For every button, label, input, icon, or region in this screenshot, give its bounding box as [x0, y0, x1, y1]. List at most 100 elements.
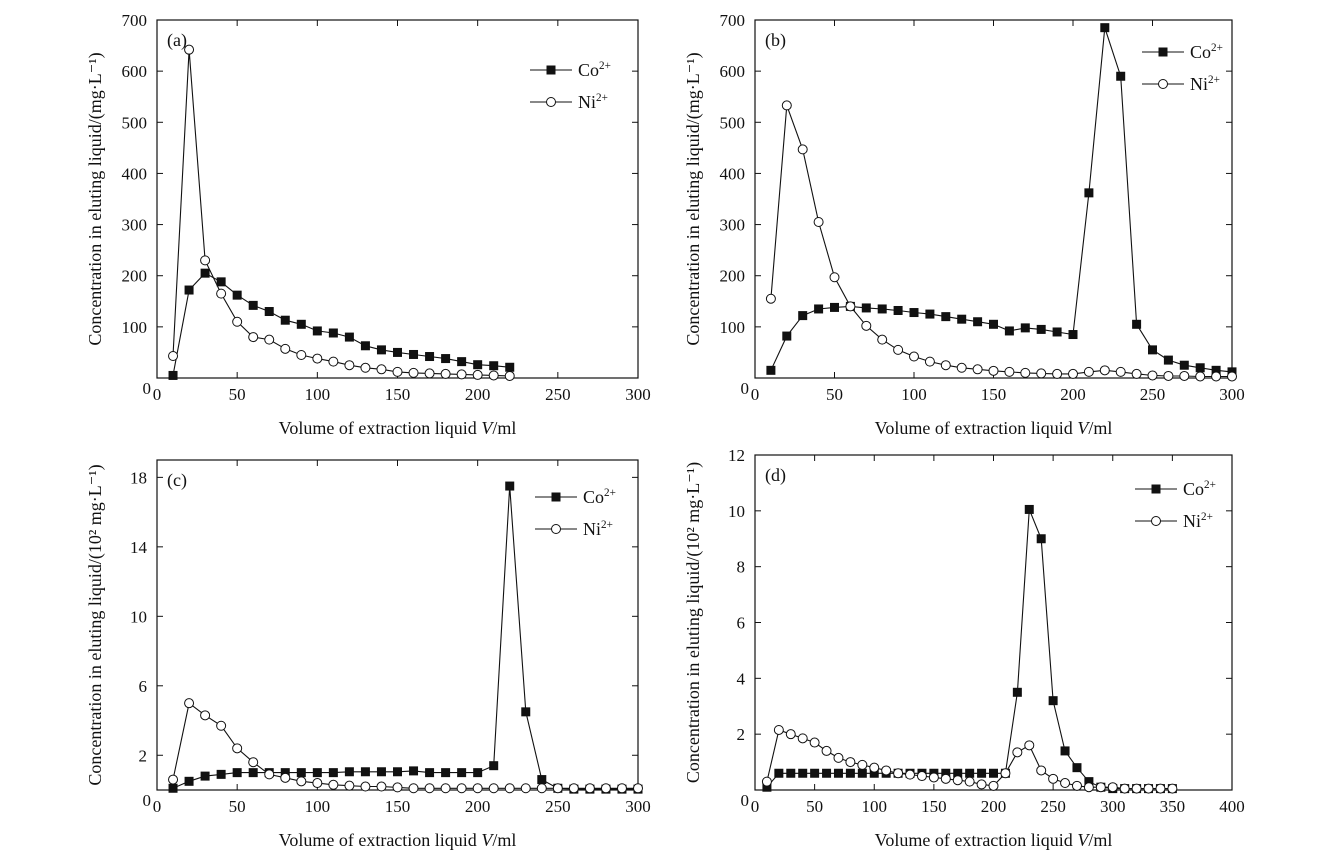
data-point-ni: [1048, 773, 1059, 784]
data-point-co: [184, 285, 194, 295]
data-point-co: [489, 361, 499, 371]
x-tick-label: 250: [545, 797, 571, 816]
data-point-co: [360, 341, 370, 351]
data-point-ni: [376, 364, 387, 375]
data-point-co: [1163, 355, 1173, 365]
data-point-ni: [600, 783, 611, 794]
y-axis-label: Concentration in eluting liquid/(mg·L⁻¹): [85, 52, 106, 345]
data-point-ni: [376, 781, 387, 792]
legend-marker-co: [1158, 47, 1168, 57]
data-point-co: [248, 300, 258, 310]
data-point-co: [977, 768, 987, 778]
data-point-ni: [1095, 782, 1106, 793]
data-point-ni: [504, 783, 515, 794]
data-point-co: [1036, 534, 1046, 544]
data-point-ni: [184, 698, 195, 709]
data-point-ni: [940, 360, 951, 371]
data-point-ni: [424, 783, 435, 794]
x-tick-label: 250: [545, 385, 571, 404]
plot-frame: [156, 19, 639, 379]
y-tick-label: 2: [139, 746, 148, 765]
y-tick-label: 500: [122, 113, 148, 132]
data-point-ni: [408, 783, 419, 794]
data-point-co: [1179, 360, 1189, 370]
x-tick-label: 200: [465, 797, 491, 816]
data-point-ni: [168, 774, 179, 785]
data-point-ni: [924, 356, 935, 367]
data-point-ni: [1131, 368, 1142, 379]
data-point-co: [782, 331, 792, 341]
data-point-co: [1036, 324, 1046, 334]
data-point-co: [473, 768, 483, 778]
data-point-ni: [184, 44, 195, 55]
data-point-co: [1024, 504, 1034, 514]
data-point-co: [232, 290, 242, 300]
data-point-co: [1116, 71, 1126, 81]
data-point-ni: [797, 733, 808, 744]
data-point-co: [893, 305, 903, 315]
data-point-ni: [440, 368, 451, 379]
x-tick-label: 150: [385, 797, 411, 816]
data-point-ni: [821, 745, 832, 756]
data-point-co: [786, 768, 796, 778]
y-tick-label: 600: [720, 62, 746, 81]
panel-label: (a): [167, 30, 187, 51]
data-point-ni: [781, 100, 792, 111]
data-point-ni: [1099, 365, 1110, 376]
data-point-co: [344, 767, 354, 777]
data-point-co: [857, 768, 867, 778]
data-point-co: [505, 481, 515, 491]
data-point-co: [168, 370, 178, 380]
y-tick-label: 18: [130, 468, 147, 487]
data-point-co: [833, 768, 843, 778]
data-point-ni: [488, 783, 499, 794]
legend-marker-ni: [1158, 79, 1168, 89]
data-point-ni: [1012, 747, 1023, 758]
x-tick-label: 0: [153, 797, 162, 816]
data-point-ni: [344, 780, 355, 791]
data-point-ni: [857, 759, 868, 770]
legend-marker-co: [551, 492, 561, 502]
legend-entry-ni: Ni2+: [578, 92, 608, 112]
data-point-ni: [988, 365, 999, 376]
data-point-ni: [248, 757, 259, 768]
x-tick-label: 150: [981, 385, 1007, 404]
panel-label: (b): [765, 30, 786, 51]
data-point-co: [1068, 330, 1078, 340]
series-line-ni: [770, 105, 1232, 378]
y-axis-label: Concentration in eluting liquid/(mg·L⁻¹): [683, 52, 704, 345]
legend-entry-ni: Ni2+: [1190, 74, 1220, 94]
y-tick-label: 14: [130, 538, 148, 557]
x-tick-label: 300: [625, 797, 651, 816]
data-point-co: [1132, 319, 1142, 329]
data-point-ni: [1195, 371, 1206, 382]
data-point-co: [1052, 327, 1062, 337]
data-point-ni: [761, 776, 772, 787]
data-point-co: [989, 319, 998, 329]
data-point-co: [1020, 323, 1030, 333]
data-point-co: [248, 768, 258, 778]
data-point-ni: [264, 334, 275, 345]
data-point-ni: [168, 351, 179, 362]
data-point-ni: [472, 783, 483, 794]
data-point-co: [830, 302, 839, 312]
data-point-co: [1048, 696, 1058, 706]
data-point-co: [505, 362, 515, 372]
legend-marker-co: [546, 65, 556, 75]
legend-marker-co: [1151, 484, 1161, 494]
x-tick-label: 200: [465, 385, 491, 404]
data-point-ni: [1036, 765, 1047, 776]
legend-marker-ni: [1151, 516, 1161, 526]
data-point-co: [457, 768, 467, 778]
data-point-co: [973, 317, 983, 327]
data-point-ni: [964, 776, 975, 787]
data-point-co: [957, 314, 967, 324]
x-tick-label: 250: [1040, 797, 1066, 816]
data-point-co: [409, 766, 419, 776]
data-point-ni: [1024, 740, 1035, 751]
data-point-co: [457, 357, 467, 367]
data-point-co: [537, 775, 547, 785]
x-tick-label: 200: [1060, 385, 1086, 404]
data-point-ni: [1131, 783, 1142, 794]
data-point-co: [521, 707, 531, 717]
